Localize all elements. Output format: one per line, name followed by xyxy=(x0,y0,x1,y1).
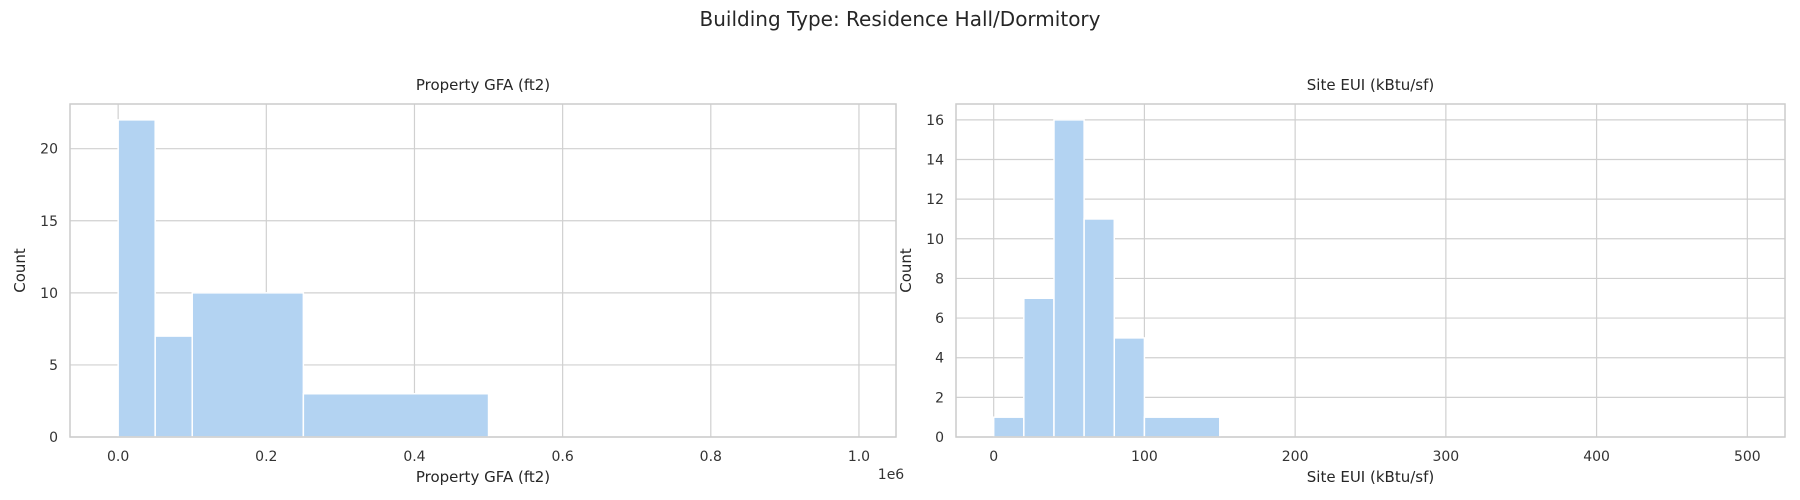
plot-frame xyxy=(955,103,1786,438)
y-tick-label: 2 xyxy=(935,390,944,406)
x-tick-label: 200 xyxy=(1282,449,1309,465)
histogram-property-gfa: 0 5 10 15 20 0.0 0.2 0.4 0.6 0.8 1.0 1e6 Property GF… xyxy=(11,76,904,486)
y-tick-label: 10 xyxy=(40,286,58,302)
y-axis-label: Count xyxy=(11,248,29,293)
y-tick-label: 14 xyxy=(926,153,944,169)
histogram-site-eui: 0 2 4 6 8 10 12 14 16 0 100 200 300 400 500 Site EUI (k… xyxy=(897,76,1786,486)
histogram-bar xyxy=(992,416,1025,438)
histogram-bar xyxy=(154,335,193,438)
y-tick-label: 5 xyxy=(49,358,58,374)
histogram-bar xyxy=(1053,119,1085,438)
y-tick-label: 12 xyxy=(926,192,944,208)
x-tick-label: 0 xyxy=(989,449,998,465)
y-tick-label: 0 xyxy=(935,430,944,446)
x-tick-label: 0.6 xyxy=(552,449,574,465)
histogram-bar xyxy=(1023,297,1055,438)
x-tick-label: 0.8 xyxy=(700,449,722,465)
x-tick-label: 400 xyxy=(1583,449,1610,465)
x-axis-label: Property GFA (ft2) xyxy=(416,468,550,486)
panel-title: Site EUI (kBtu/sf) xyxy=(1307,76,1434,94)
histogram-bar xyxy=(191,292,305,438)
x-tick-label: 500 xyxy=(1734,449,1761,465)
x-tick-label: 1.0 xyxy=(848,449,870,465)
x-axis-label: Site EUI (kBtu/sf) xyxy=(1307,468,1434,486)
y-tick-label: 15 xyxy=(40,214,58,230)
x-tick-label: 0.4 xyxy=(403,449,425,465)
y-tick-label: 8 xyxy=(935,271,944,287)
x-tick-label: 300 xyxy=(1432,449,1459,465)
y-tick-label: 0 xyxy=(49,430,58,446)
histogram-bar xyxy=(117,119,156,438)
y-axis-label: Count xyxy=(897,248,915,293)
histogram-bar xyxy=(1083,218,1116,438)
y-tick-label: 16 xyxy=(926,113,944,129)
histogram-bar xyxy=(302,393,490,438)
y-tick-label: 6 xyxy=(935,311,944,327)
y-tick-label: 10 xyxy=(926,232,944,248)
histogram-bar xyxy=(1143,416,1221,438)
histogram-bar xyxy=(1113,337,1146,438)
y-tick-label: 20 xyxy=(40,142,58,158)
x-tick-label: 0.0 xyxy=(107,449,129,465)
plot-frame xyxy=(69,103,897,438)
panel-title: Property GFA (ft2) xyxy=(416,76,550,94)
x-tick-label: 100 xyxy=(1131,449,1158,465)
y-tick-label: 4 xyxy=(935,351,944,367)
x-offset-label: 1e6 xyxy=(878,467,905,483)
figure-suptitle: Building Type: Residence Hall/Dormitory xyxy=(700,7,1101,31)
x-tick-label: 0.2 xyxy=(255,449,277,465)
